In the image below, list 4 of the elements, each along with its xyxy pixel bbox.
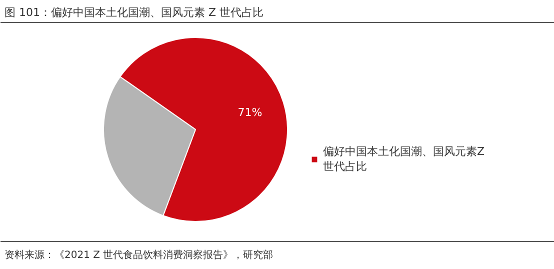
chart-title: 图 101：偏好中国本土化国潮、国风元素 Z 世代占比: [4, 6, 264, 19]
data-label: 71%: [238, 106, 262, 120]
legend-label: 偏好中国本土化国潮、国风元素Z世代占比: [323, 144, 485, 174]
text: 资料来源：《2021 Z 世代食品饮料消费洞察报告》，研究部: [4, 249, 274, 261]
